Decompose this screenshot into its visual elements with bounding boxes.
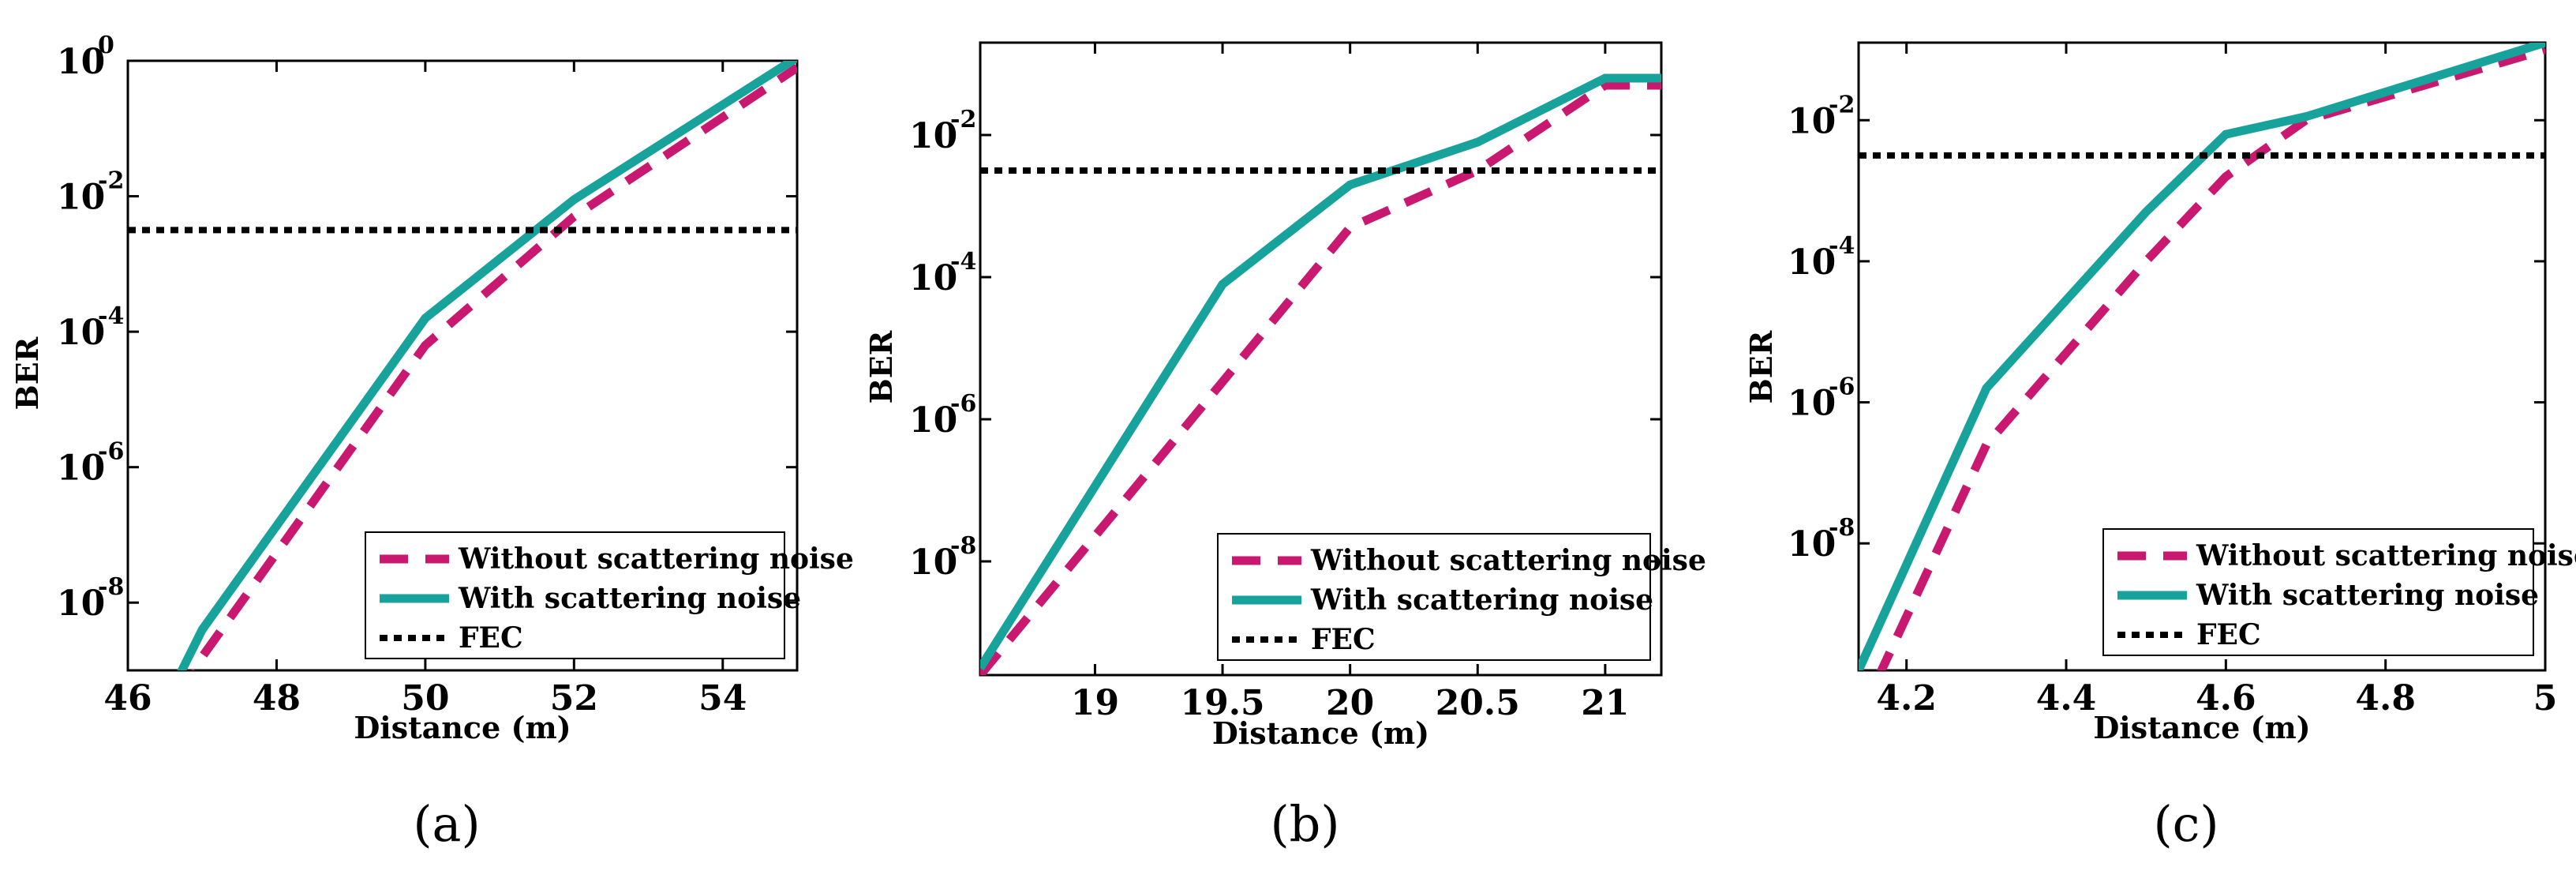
legend-label: Without scattering noise [2196,539,2576,572]
y-tick-label: 10 [909,542,957,583]
y-tick-label: 10 [1788,242,1836,283]
y-tick-label: 10 [909,258,957,298]
y-tick-label: 10 [57,42,105,82]
legend-label: With scattering noise [458,582,801,615]
x-tick-label: 21 [1581,683,1629,723]
x-tick-label: 52 [550,678,598,719]
y-tick-label: 10 [57,583,105,624]
y-tick-exponent: -2 [1829,91,1855,118]
y-tick-exponent: -6 [1829,373,1855,401]
panel-label: (c) [2153,795,2218,853]
y-tick-exponent: -6 [950,390,976,418]
legend: Without scattering noise With scattering … [1217,533,1706,661]
y-tick-label: 10 [1788,101,1836,141]
x-tick-label: 46 [103,678,152,719]
x-tick-label: 54 [698,678,747,719]
y-axis-label: BER [9,336,45,410]
y-tick-label: 10 [909,116,957,156]
legend-label: FEC [2196,618,2261,651]
x-axis-label: Distance (m) [1212,715,1429,751]
legend: Without scattering noise With scattering … [365,531,854,659]
legend-label: Without scattering noise [1310,544,1706,577]
y-tick-label: 10 [57,448,105,489]
series-line-without-scattering-noise [980,81,1661,675]
y-tick-exponent: -8 [98,573,124,601]
y-tick-label: 10 [57,178,105,218]
y-tick-exponent: -8 [1829,514,1855,542]
panel-label: (a) [413,795,480,853]
y-tick-exponent: -8 [950,532,976,560]
series-line-with-scattering-noise [1859,43,2545,670]
legend-label: FEC [1311,623,1376,656]
legend: Without scattering noise With scattering … [2102,528,2576,656]
y-axis-label: BER [863,330,899,403]
y-tick-label: 10 [57,313,105,353]
y-tick-exponent: -2 [950,106,976,133]
series-lines [1859,43,2545,670]
legend-label: FEC [459,621,523,655]
legend-label: With scattering noise [1310,583,1653,617]
x-axis-label: Distance (m) [2093,710,2310,745]
panel-label: (b) [1270,795,1339,853]
y-tick-exponent: -2 [98,167,124,195]
series-line-with-scattering-noise [980,73,1661,670]
x-tick-label: 19.5 [1180,683,1264,723]
x-tick-label: 4.4 [2036,678,2097,719]
y-tick-exponent: -4 [1829,232,1855,260]
x-tick-label: 20.5 [1436,683,1520,723]
y-tick-exponent: 0 [98,32,114,59]
y-axis-label: BER [1743,330,1779,403]
y-tick-label: 10 [1788,524,1836,565]
legend-label: With scattering noise [2196,579,2539,612]
x-tick-label: 5 [2533,678,2558,719]
y-tick-label: 10 [909,400,957,441]
series-line-with-scattering-noise [177,61,797,670]
y-tick-label: 10 [1788,384,1836,424]
y-tick-exponent: -4 [950,248,976,276]
x-tick-label: 50 [401,678,449,719]
legend-label: Without scattering noise [458,542,854,576]
series-line-without-scattering-noise [191,64,797,670]
series-lines [128,61,797,670]
x-tick-label: 4.2 [1876,678,1937,719]
x-tick-label: 48 [253,678,301,719]
y-tick-exponent: -4 [98,302,124,330]
x-tick-label: 4.6 [2196,678,2256,719]
x-tick-label: 20 [1326,683,1374,723]
y-tick-exponent: -6 [98,438,124,466]
x-tick-label: 4.8 [2355,678,2416,719]
x-axis-label: Distance (m) [354,710,571,745]
series-lines [980,73,1661,675]
x-tick-label: 19 [1071,683,1119,723]
